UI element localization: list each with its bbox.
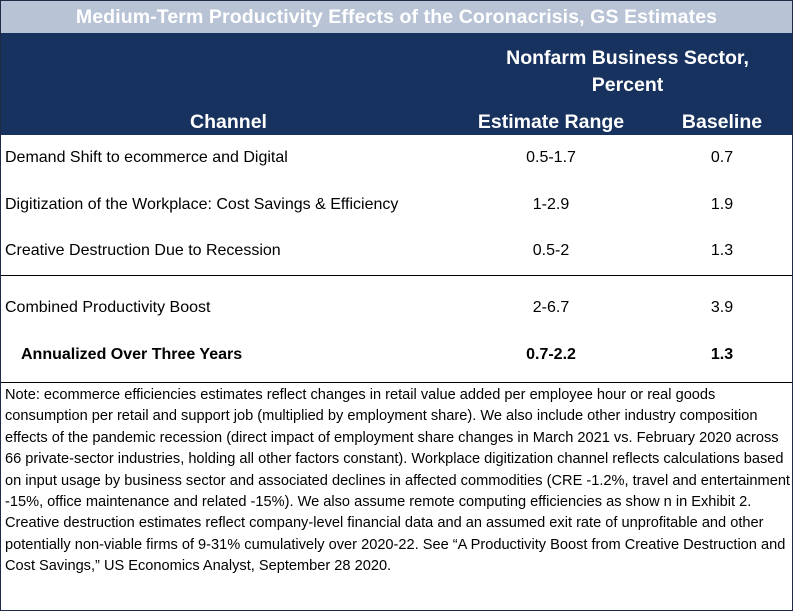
baseline-cell: 1.3 bbox=[710, 242, 734, 259]
section-divider bbox=[1, 382, 792, 383]
column-header-estimate-range: Estimate Range bbox=[477, 111, 625, 133]
table-row: Creative Destruction Due to Recession 0.… bbox=[1, 228, 792, 274]
baseline-cell: 3.9 bbox=[710, 299, 734, 316]
column-header-channel: Channel bbox=[190, 111, 267, 133]
section-divider bbox=[1, 275, 792, 276]
estimate-cell: 1-2.9 bbox=[532, 196, 570, 213]
channel-cell: Combined Productivity Boost bbox=[5, 299, 211, 316]
summary-row: Combined Productivity Boost 2-6.7 3.9 bbox=[1, 285, 792, 331]
table-note: Note: ecommerce efficiencies estimates r… bbox=[5, 387, 790, 575]
estimate-cell: 0.7-2.2 bbox=[526, 346, 576, 363]
summary-row: Annualized Over Three Years 0.7-2.2 1.3 bbox=[1, 332, 792, 378]
estimate-cell: 0.5-1.7 bbox=[526, 149, 576, 166]
column-group-header: Nonfarm Business Sector, Percent bbox=[463, 45, 792, 99]
channel-cell: Digitization of the Workplace: Cost Savi… bbox=[5, 196, 399, 213]
estimate-cell: 0.5-2 bbox=[532, 242, 570, 259]
table-title: Medium-Term Productivity Effects of the … bbox=[1, 1, 792, 33]
column-group-line1: Nonfarm Business Sector, bbox=[506, 47, 749, 69]
baseline-cell: 0.7 bbox=[710, 149, 734, 166]
column-group-line2: Percent bbox=[591, 74, 664, 96]
baseline-cell: 1.9 bbox=[710, 196, 734, 213]
channel-cell: Annualized Over Three Years bbox=[21, 346, 243, 363]
table-header: Nonfarm Business Sector, Percent Channel… bbox=[1, 33, 792, 135]
baseline-cell: 1.3 bbox=[710, 346, 734, 363]
column-header-baseline: Baseline bbox=[681, 111, 763, 133]
channel-cell: Demand Shift to ecommerce and Digital bbox=[5, 149, 288, 166]
table-row: Demand Shift to ecommerce and Digital 0.… bbox=[1, 135, 792, 181]
estimate-cell: 2-6.7 bbox=[532, 299, 570, 316]
table-row: Digitization of the Workplace: Cost Savi… bbox=[1, 182, 792, 228]
channel-cell: Creative Destruction Due to Recession bbox=[5, 242, 281, 259]
